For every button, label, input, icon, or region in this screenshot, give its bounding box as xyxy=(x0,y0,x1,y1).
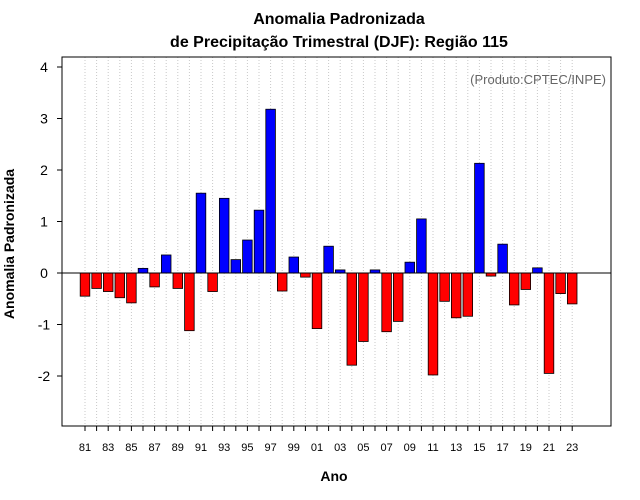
bar-23 xyxy=(567,272,578,305)
bar-04 xyxy=(346,272,358,366)
bar-19 xyxy=(520,272,532,290)
bar-96 xyxy=(253,209,265,274)
y-axis: -2 -1 0 1 2 3 4 xyxy=(38,59,62,384)
bar-93 xyxy=(218,197,230,274)
x-tick-label: 13 xyxy=(450,442,462,454)
x-tick-label: 97 xyxy=(264,442,276,454)
x-tick-label: 95 xyxy=(241,442,253,454)
x-tick-label: 03 xyxy=(334,442,346,454)
y-tick-label: 2 xyxy=(40,162,48,178)
grid xyxy=(84,57,573,426)
y-tick-label: -1 xyxy=(38,317,51,333)
x-tick-label: 21 xyxy=(543,442,555,454)
bar-09 xyxy=(404,261,416,274)
bar-11 xyxy=(427,272,439,376)
chart-title: Anomalia Padronizada xyxy=(253,11,425,28)
y-tick-label: -2 xyxy=(38,368,51,384)
bar-97 xyxy=(265,108,276,274)
bar-98 xyxy=(276,272,288,292)
bar-88 xyxy=(160,254,172,274)
bar-01 xyxy=(311,272,323,330)
bar-90 xyxy=(184,272,195,332)
bar-13 xyxy=(450,272,462,319)
bar-91 xyxy=(195,192,207,274)
x-tick-label: 07 xyxy=(380,442,392,454)
x-tick-label: 81 xyxy=(79,442,91,454)
x-tick-label: 87 xyxy=(148,442,160,454)
y-tick-label: 4 xyxy=(40,59,48,75)
y-tick-label: 3 xyxy=(40,111,48,127)
bar-95 xyxy=(242,239,253,274)
bar-81 xyxy=(79,272,91,297)
y-axis-title: Anomalia Padronizada xyxy=(1,169,17,319)
x-tick-label: 85 xyxy=(125,442,137,454)
x-tick-label: 15 xyxy=(473,442,485,454)
bar-08 xyxy=(392,272,404,322)
x-tick-label: 83 xyxy=(102,442,114,454)
x-tick-label: 05 xyxy=(357,442,369,454)
bar-10 xyxy=(416,218,427,274)
bar-21 xyxy=(543,272,555,374)
bar-00 xyxy=(300,272,311,278)
bar-20 xyxy=(532,267,543,274)
x-axis-title: Ano xyxy=(320,468,347,484)
bar-89 xyxy=(172,272,184,289)
x-tick-label: 11 xyxy=(427,442,438,454)
x-tick-label: 19 xyxy=(520,442,532,454)
x-tick-label: 93 xyxy=(218,442,230,454)
bar-87 xyxy=(149,272,160,288)
bar-14 xyxy=(462,272,474,317)
bar-05 xyxy=(358,272,369,342)
bar-22 xyxy=(555,272,566,295)
bar-86 xyxy=(137,267,149,274)
bars xyxy=(79,108,578,376)
bar-12 xyxy=(439,272,450,302)
bar-84 xyxy=(114,272,126,299)
bar-18 xyxy=(508,272,520,306)
bar-02 xyxy=(323,245,334,274)
y-tick-label: 1 xyxy=(40,214,48,230)
bar-83 xyxy=(103,272,114,292)
bar-07 xyxy=(381,272,392,333)
bar-85 xyxy=(126,272,137,304)
bar-99 xyxy=(288,256,300,274)
x-tick-label: 09 xyxy=(404,442,416,454)
bar-94 xyxy=(230,259,242,274)
x-tick-label: 17 xyxy=(496,442,508,454)
chart-subtitle: de Precipitação Trimestral (DJF): Região… xyxy=(170,34,508,51)
x-axis: 81 83 85 87 89 91 93 95 97 99 01 03 05 07 09 11 13 15 17 19… xyxy=(79,426,578,454)
bar-92 xyxy=(207,272,218,292)
y-tick-label: 0 xyxy=(40,265,48,281)
x-tick-label: 99 xyxy=(288,442,300,454)
x-tick-label: 89 xyxy=(172,442,184,454)
bar-17 xyxy=(497,243,508,274)
source-annotation: (Produto:CPTEC/INPE) xyxy=(470,72,606,87)
x-tick-label: 23 xyxy=(566,442,578,454)
plot-frame xyxy=(61,56,612,427)
x-tick-label: 91 xyxy=(195,442,207,454)
bar-82 xyxy=(91,272,102,289)
bar-15 xyxy=(474,162,485,274)
x-tick-label: 01 xyxy=(311,442,323,454)
